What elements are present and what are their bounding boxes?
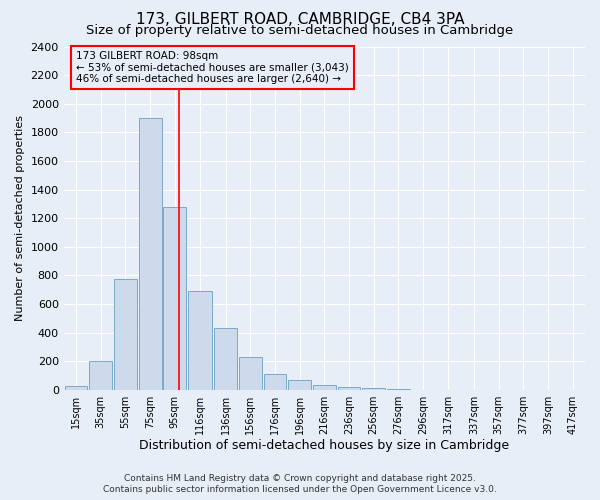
Y-axis label: Number of semi-detached properties: Number of semi-detached properties bbox=[15, 115, 25, 321]
Bar bbox=[114, 279, 137, 390]
Bar bbox=[214, 328, 237, 390]
Bar bbox=[263, 374, 286, 390]
Text: 173 GILBERT ROAD: 98sqm
← 53% of semi-detached houses are smaller (3,043)
46% of: 173 GILBERT ROAD: 98sqm ← 53% of semi-de… bbox=[76, 51, 349, 84]
Bar bbox=[338, 387, 361, 390]
Bar bbox=[65, 386, 88, 390]
Bar bbox=[288, 380, 311, 390]
Text: Size of property relative to semi-detached houses in Cambridge: Size of property relative to semi-detach… bbox=[86, 24, 514, 37]
Bar bbox=[387, 389, 410, 390]
X-axis label: Distribution of semi-detached houses by size in Cambridge: Distribution of semi-detached houses by … bbox=[139, 440, 509, 452]
Bar bbox=[362, 388, 385, 390]
Bar bbox=[89, 361, 112, 390]
Bar bbox=[139, 118, 161, 390]
Text: Contains HM Land Registry data © Crown copyright and database right 2025.
Contai: Contains HM Land Registry data © Crown c… bbox=[103, 474, 497, 494]
Text: 173, GILBERT ROAD, CAMBRIDGE, CB4 3PA: 173, GILBERT ROAD, CAMBRIDGE, CB4 3PA bbox=[136, 12, 464, 26]
Bar bbox=[188, 291, 212, 390]
Bar bbox=[239, 357, 262, 390]
Bar bbox=[163, 208, 186, 390]
Bar bbox=[313, 384, 335, 390]
